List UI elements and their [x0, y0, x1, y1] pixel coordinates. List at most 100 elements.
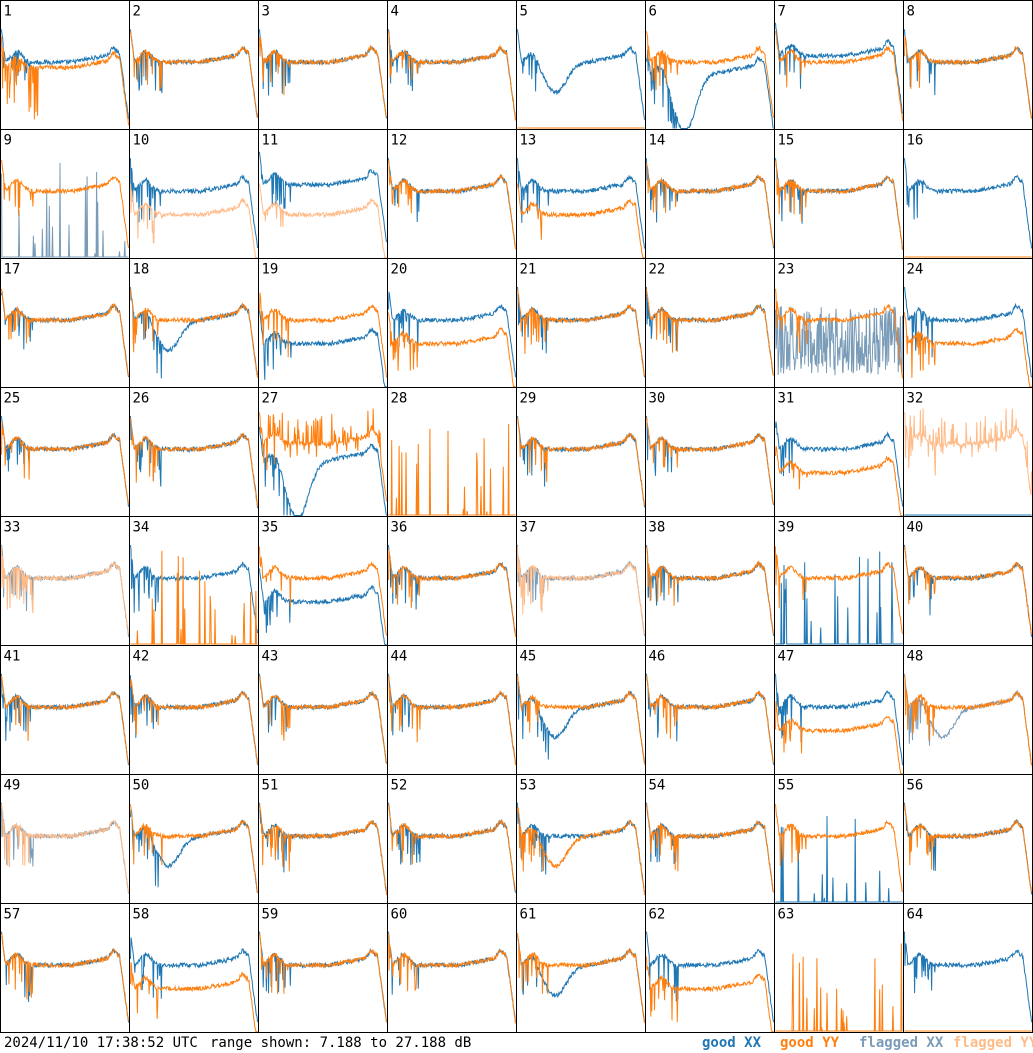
series-yy [904, 546, 1032, 635]
panel-26: 26 [129, 387, 259, 517]
panel-label: 49 [4, 778, 21, 794]
series-yy [130, 804, 258, 894]
panel-frame [645, 774, 775, 904]
panel-51: 51 [258, 774, 388, 904]
series-xx [904, 931, 1032, 1023]
panel-45: 45 [516, 645, 646, 775]
panel-57: 57 [0, 903, 130, 1033]
panel-label: 54 [649, 778, 666, 794]
panel-frame [387, 129, 517, 259]
panel-63: 63 [774, 903, 904, 1033]
panel-label: 24 [907, 262, 924, 278]
panel-label: 64 [907, 907, 924, 923]
panel-62: 62 [645, 903, 775, 1033]
panel-label: 52 [391, 778, 408, 794]
panel-label: 8 [907, 4, 915, 20]
series-yy [775, 288, 903, 379]
series-yy [517, 546, 645, 635]
panel-6: 6 [645, 0, 775, 130]
panel-30: 30 [645, 387, 775, 517]
panel-frame [903, 387, 1033, 517]
panel-label: 45 [520, 649, 537, 665]
series-yy [517, 807, 645, 895]
panel-frame [0, 129, 130, 259]
panel-13: 13 [516, 129, 646, 259]
panel-label: 26 [133, 391, 150, 407]
range-text: range shown: 7.188 to 27.188 dB [210, 1035, 472, 1051]
panel-3: 3 [258, 0, 388, 130]
panel-frame [516, 387, 646, 517]
panel-frame [774, 774, 904, 904]
panel-46: 46 [645, 645, 775, 775]
series-yy [1, 675, 129, 764]
panel-23: 23 [774, 258, 904, 388]
series-yy [130, 550, 258, 645]
panel-label: 6 [649, 4, 657, 20]
series-yy [259, 546, 387, 636]
panel-frame [516, 516, 646, 646]
panel-frame [903, 0, 1033, 130]
series-yy [646, 288, 774, 376]
panel-label: 11 [262, 133, 279, 149]
panel-frame [645, 645, 775, 775]
panel-label: 47 [778, 649, 795, 665]
series-xx [388, 291, 516, 378]
panel-label: 1 [4, 4, 12, 20]
series-yy [388, 312, 516, 387]
series-yy [904, 803, 1032, 892]
panel-label: 59 [262, 907, 279, 923]
series-xx [517, 158, 645, 249]
panel-1: 1 [0, 0, 130, 130]
panel-34: 34 [129, 516, 259, 646]
panel-36: 36 [387, 516, 517, 646]
panel-label: 61 [520, 907, 537, 923]
panel-19: 19 [258, 258, 388, 388]
panel-label: 30 [649, 391, 666, 407]
series-yy [646, 956, 774, 1032]
panel-frame [774, 0, 904, 130]
panel-frame [903, 645, 1033, 775]
panel-label: 23 [778, 262, 795, 278]
panel-61: 61 [516, 903, 646, 1033]
panel-label: 22 [649, 262, 666, 278]
panel-frame [903, 129, 1033, 259]
panel-label: 15 [778, 133, 795, 149]
panel-41: 41 [0, 645, 130, 775]
panel-frame [516, 774, 646, 904]
panel-frame [129, 516, 259, 646]
panel-frame [774, 516, 904, 646]
series-yy [646, 675, 774, 764]
panel-frame [0, 387, 130, 517]
series-yy [646, 417, 774, 505]
series-xx [259, 426, 387, 517]
panel-54: 54 [645, 774, 775, 904]
panel-9: 9 [0, 129, 130, 259]
panel-frame [387, 0, 517, 130]
panel-frame [774, 387, 904, 517]
series-yy [130, 962, 258, 1032]
panel-label: 20 [391, 262, 408, 278]
panel-label: 38 [649, 520, 666, 536]
series-yy [259, 932, 387, 1023]
series-yy [388, 159, 516, 250]
panel-label: 37 [520, 520, 537, 536]
legend-good-yy: good YY [780, 1035, 840, 1051]
series-yy [130, 288, 258, 378]
panel-frame [258, 516, 388, 646]
series-yy [904, 35, 1032, 119]
panel-label: 14 [649, 133, 666, 149]
panel-32: 32 [903, 387, 1033, 517]
series-yy [775, 446, 903, 516]
panel-50: 50 [129, 774, 259, 904]
panel-17: 17 [0, 258, 130, 388]
panel-label: 63 [778, 907, 795, 923]
panel-label: 43 [262, 649, 279, 665]
panel-label: 18 [133, 262, 150, 278]
panel-25: 25 [0, 387, 130, 517]
panel-label: 41 [4, 649, 21, 665]
panel-10: 10 [129, 129, 259, 259]
series-yy [130, 417, 258, 507]
series-xx [130, 937, 258, 1023]
panel-label: 33 [4, 520, 21, 536]
panel-label: 27 [262, 391, 279, 407]
